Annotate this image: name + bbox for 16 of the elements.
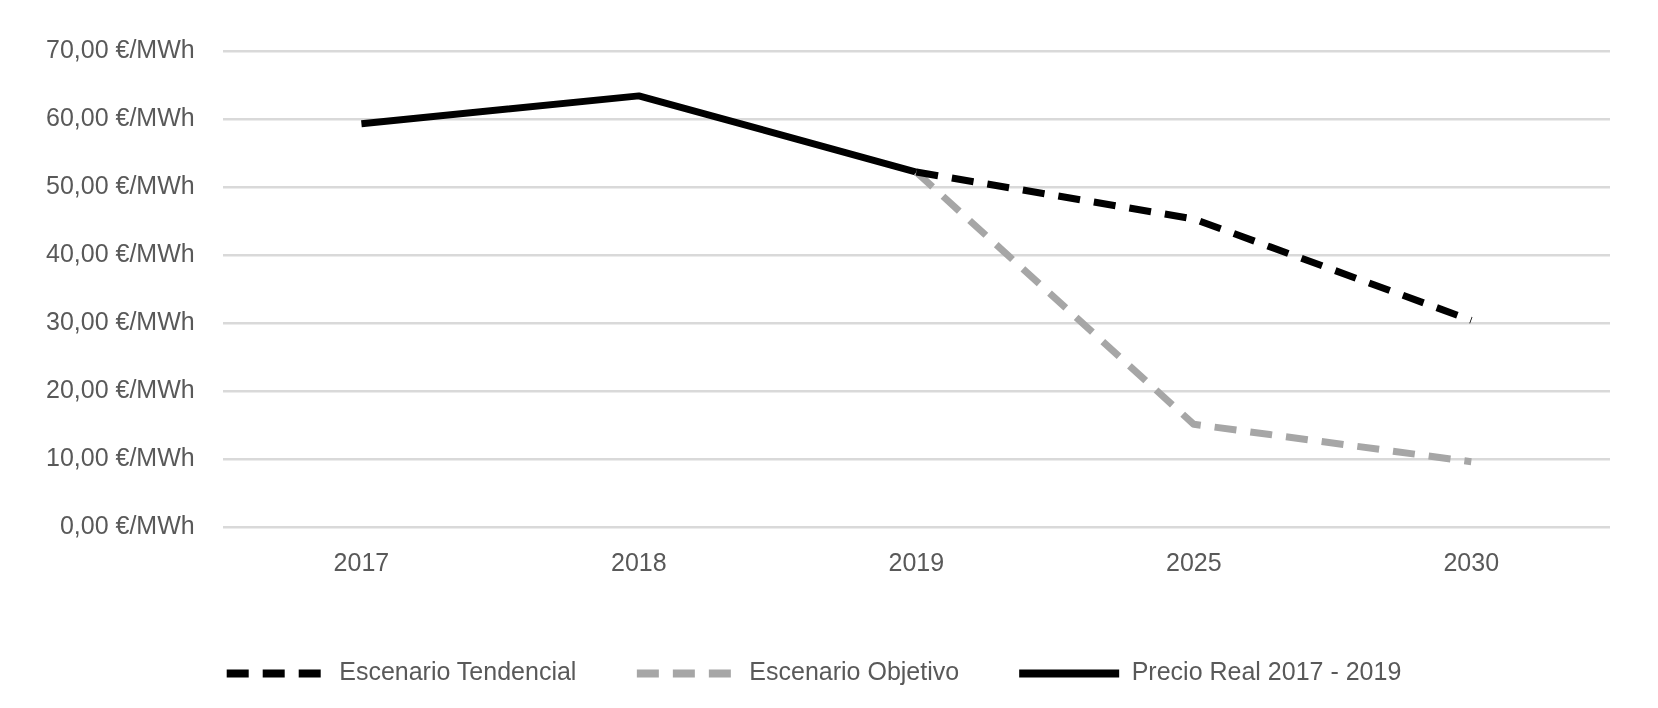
y-tick-label: 20,00 €/MWh: [45, 374, 195, 403]
y-tick-label: 50,00 €/MWh: [45, 170, 195, 199]
legend-label: Precio Real 2017 - 2019: [1131, 657, 1402, 686]
legend-label: Escenario Objetivo: [749, 657, 960, 686]
x-tick-label: 2030: [1443, 547, 1500, 576]
y-tick-label: 30,00 €/MWh: [45, 306, 195, 335]
x-tick-label: 2025: [1165, 547, 1222, 576]
y-tick-label: 40,00 €/MWh: [45, 238, 195, 267]
y-tick-label: 70,00 €/MWh: [45, 34, 195, 63]
legend-label: Escenario Tendencial: [339, 657, 577, 686]
x-tick-label: 2019: [888, 547, 945, 576]
y-tick-label: 0,00 €/MWh: [59, 510, 195, 539]
y-tick-label: 10,00 €/MWh: [45, 442, 195, 471]
y-tick-label: 60,00 €/MWh: [45, 102, 195, 131]
x-tick-label: 2017: [333, 547, 390, 576]
x-tick-label: 2018: [611, 547, 667, 576]
